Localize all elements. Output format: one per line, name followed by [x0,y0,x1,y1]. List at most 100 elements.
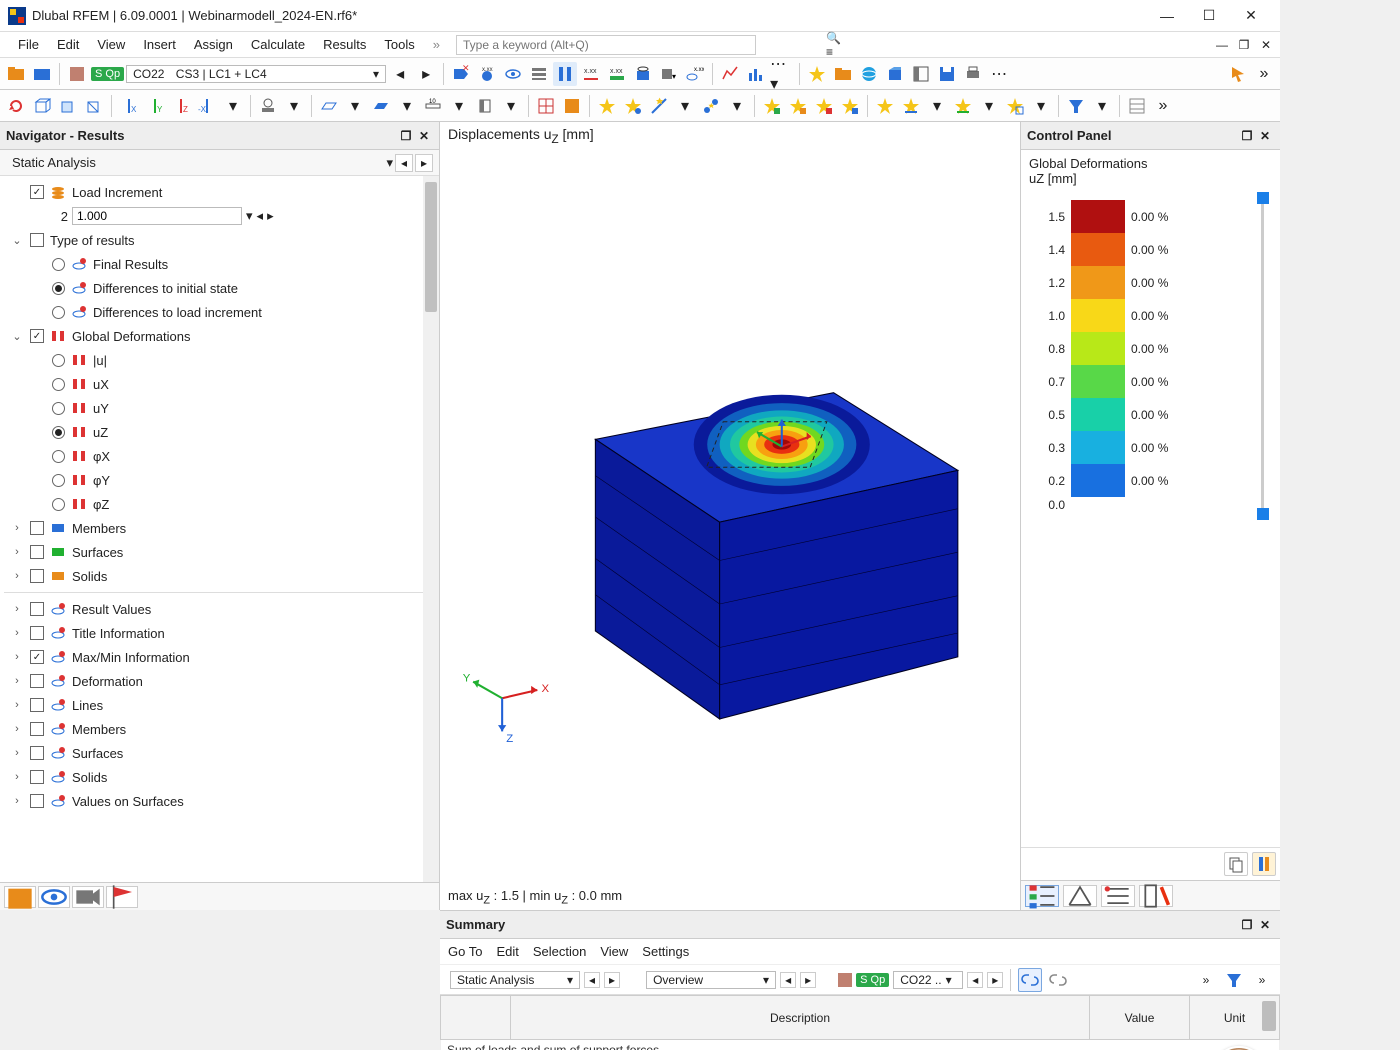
sum-view-prev[interactable]: ◂ [780,972,796,988]
twisty-icon[interactable]: › [10,723,24,735]
twisty-icon[interactable]: › [10,795,24,807]
twisty-icon[interactable]: › [10,747,24,759]
type-of-results-check[interactable] [30,233,44,247]
sum-anl-prev[interactable]: ◂ [584,972,600,988]
tb-mesh1-icon[interactable] [534,94,558,118]
tb-tool-dd-icon[interactable]: ⋯▾ [770,62,794,86]
section-check[interactable] [30,770,44,784]
menu-file[interactable]: File [10,35,47,54]
tb-open-icon[interactable] [4,62,28,86]
twisty-icon[interactable]: › [10,651,24,663]
summary-menu-view[interactable]: View [600,944,628,959]
sum-anl-next[interactable]: ▸ [604,972,620,988]
radio-icon[interactable] [52,498,65,511]
cp-tab-probe-icon[interactable] [1139,885,1173,907]
tb-box-icon[interactable] [883,62,907,86]
menu-min-icon[interactable]: — [1212,35,1232,55]
tb-star-b-icon[interactable] [621,94,645,118]
tb-ruler-dd-icon[interactable]: ▾ [447,94,471,118]
tb-globe-icon[interactable] [857,62,881,86]
cp-copy-icon[interactable] [1224,852,1248,876]
tb-axis-z-icon[interactable]: Z [169,94,193,118]
radio-icon[interactable] [52,402,65,415]
tb-graph-icon[interactable] [718,62,742,86]
legend-slider-track[interactable] [1261,194,1264,514]
navigator-analysis-select[interactable]: Static Analysis ▾ ◂ ▸ [0,150,439,176]
menu-restore-icon[interactable]: ❐ [1234,35,1254,55]
type-of-results-option[interactable]: Differences to initial state [4,276,439,300]
global-def-option[interactable]: uY [4,396,439,420]
nav-section-values-on-surfaces[interactable]: › Values on Surfaces [4,789,439,813]
global-def-row[interactable]: ⌄ Global Deformations [4,324,439,348]
section-check[interactable] [30,602,44,616]
tb-axis-y-icon[interactable]: Y [143,94,167,118]
tb-prev-icon[interactable]: ◂ [388,62,412,86]
tb-star-d2-icon[interactable] [899,94,923,118]
tb-refresh-icon[interactable] [4,94,28,118]
model-view[interactable]: X Y Z [440,148,1020,886]
summary-menu-selection[interactable]: Selection [533,944,586,959]
menu-overflow[interactable]: » [425,35,448,54]
maximize-button[interactable]: ☐ [1188,2,1230,30]
tb-plane2-dd-icon[interactable]: ▾ [395,94,419,118]
tb-eye-cube-icon[interactable] [631,62,655,86]
menu-close-icon[interactable]: ✕ [1256,35,1276,55]
type-of-results-option[interactable]: Final Results [4,252,439,276]
sum-link1-icon[interactable] [1018,968,1042,992]
radio-icon[interactable] [52,258,65,271]
navigator-next-icon[interactable]: ▸ [415,154,433,172]
section-check[interactable] [30,674,44,688]
tb-bars-icon[interactable] [744,62,768,86]
global-def-option[interactable]: uX [4,372,439,396]
summary-close-icon[interactable]: ✕ [1256,916,1274,934]
radio-icon[interactable] [52,378,65,391]
tb-folder-icon[interactable] [831,62,855,86]
tb-plane2-icon[interactable] [369,94,393,118]
sum-overflow-icon[interactable]: » [1194,968,1218,992]
sum-vscroll-thumb[interactable] [1262,1001,1276,1031]
increment-prev-icon[interactable]: ◂ [257,208,264,224]
sum-overflow2-icon[interactable]: » [1250,968,1274,992]
chevron-down-icon[interactable]: ▾ [246,208,253,224]
nav-section-surfaces[interactable]: › Surfaces [4,741,439,765]
global-def-option[interactable]: uZ [4,420,439,444]
tb-filter-icon[interactable] [1064,94,1088,118]
section-check[interactable] [30,521,44,535]
twisty-icon[interactable]: › [10,603,24,615]
tb-star-d4-dd-icon[interactable]: ▾ [1029,94,1053,118]
tb-star-line-dd-icon[interactable]: ▾ [673,94,697,118]
section-check[interactable] [30,794,44,808]
section-check[interactable] [30,722,44,736]
twisty-icon[interactable]: › [10,522,24,534]
twisty-icon[interactable]: › [10,570,24,582]
tb-cube1-icon[interactable] [30,94,54,118]
tb-star-c1-icon[interactable] [760,94,784,118]
tb-filter-dd-icon[interactable]: ▾ [1090,94,1114,118]
tb-star-c4-icon[interactable] [838,94,862,118]
tb-star-a-icon[interactable] [595,94,619,118]
menu-edit[interactable]: Edit [49,35,87,54]
nav-section-solids[interactable]: › Solids [4,765,439,789]
tb-row-icon[interactable] [527,62,551,86]
tb-axis-dd-icon[interactable]: ▾ [221,94,245,118]
nav-section-members[interactable]: › Members [4,717,439,741]
tb-mesh2-icon[interactable] [560,94,584,118]
tb-star1-icon[interactable] [805,62,829,86]
tb-save-icon[interactable] [935,62,959,86]
global-def-option[interactable]: φY [4,468,439,492]
nav-tab-eye-icon[interactable] [38,886,70,908]
tb-star-d4-icon[interactable] [1003,94,1027,118]
legend-slider-top-handle[interactable] [1257,192,1269,204]
tree-scrollbar[interactable] [423,176,439,882]
nav-section-surfaces[interactable]: › Surfaces [4,540,439,564]
tb-cube3-icon[interactable] [82,94,106,118]
radio-icon[interactable] [52,426,65,439]
summary-dock-icon[interactable]: ❐ [1238,916,1256,934]
search-advanced-icon[interactable]: 🔍≡ [826,35,846,55]
close-button[interactable]: ✕ [1230,2,1272,30]
nav-section-max-min-information[interactable]: › Max/Min Information [4,645,439,669]
menu-insert[interactable]: Insert [135,35,184,54]
menu-calculate[interactable]: Calculate [243,35,313,54]
nav-tab-flag-icon[interactable] [106,886,138,908]
tb-scope-icon[interactable] [256,94,280,118]
